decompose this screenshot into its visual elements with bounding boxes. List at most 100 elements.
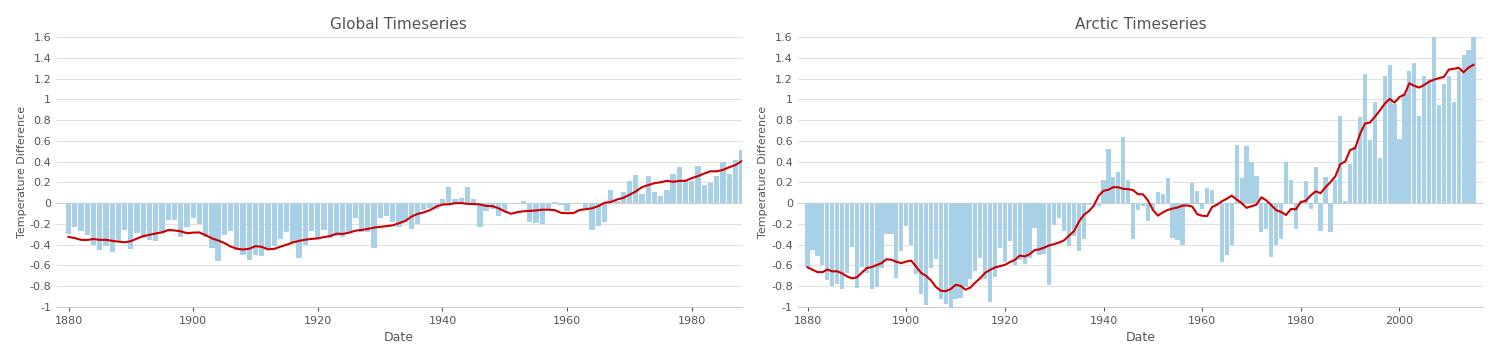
- Bar: [682, 180, 688, 203]
- Bar: [1210, 190, 1214, 203]
- Bar: [141, 203, 146, 238]
- Bar: [334, 203, 339, 236]
- Bar: [1120, 136, 1125, 203]
- Bar: [390, 203, 396, 222]
- Bar: [465, 187, 470, 203]
- Bar: [982, 203, 987, 279]
- Bar: [1372, 103, 1377, 203]
- Bar: [291, 203, 296, 243]
- Y-axis label: Temperature Difference: Temperature Difference: [16, 106, 27, 238]
- Bar: [1032, 203, 1036, 228]
- Bar: [266, 203, 270, 249]
- Bar: [1107, 149, 1110, 203]
- Bar: [688, 181, 694, 203]
- Bar: [1038, 203, 1041, 255]
- Bar: [1215, 203, 1219, 206]
- Bar: [1161, 193, 1166, 203]
- Bar: [1086, 203, 1090, 205]
- Bar: [1126, 180, 1131, 203]
- Bar: [1304, 181, 1308, 203]
- Bar: [904, 203, 909, 226]
- Bar: [1008, 203, 1013, 242]
- Bar: [309, 203, 315, 231]
- Bar: [453, 199, 458, 203]
- Bar: [1142, 203, 1144, 206]
- Bar: [1318, 203, 1323, 231]
- Bar: [1155, 192, 1160, 203]
- Bar: [402, 203, 408, 222]
- Bar: [1358, 117, 1362, 203]
- Bar: [1176, 203, 1179, 240]
- Bar: [615, 201, 620, 203]
- Bar: [546, 203, 550, 209]
- Bar: [988, 203, 992, 301]
- Bar: [234, 203, 240, 250]
- Bar: [159, 203, 165, 233]
- Bar: [1166, 178, 1170, 203]
- Bar: [408, 203, 414, 229]
- Bar: [801, 143, 807, 203]
- Bar: [346, 203, 351, 233]
- Bar: [909, 203, 914, 244]
- Bar: [135, 203, 140, 233]
- Bar: [928, 203, 933, 268]
- Bar: [1284, 161, 1288, 203]
- Bar: [870, 203, 874, 289]
- Bar: [564, 203, 570, 211]
- Bar: [303, 203, 307, 244]
- Bar: [1062, 203, 1066, 231]
- Bar: [321, 203, 327, 230]
- Bar: [696, 166, 700, 203]
- Bar: [914, 203, 918, 274]
- Bar: [1204, 188, 1209, 203]
- Bar: [670, 174, 676, 203]
- Bar: [1334, 180, 1338, 203]
- Bar: [284, 203, 290, 232]
- Bar: [209, 203, 214, 248]
- Bar: [1461, 55, 1466, 203]
- Bar: [1101, 180, 1106, 203]
- Bar: [1364, 74, 1366, 203]
- Bar: [833, 144, 839, 203]
- Bar: [552, 202, 558, 203]
- Bar: [1254, 176, 1258, 203]
- Bar: [1288, 180, 1293, 203]
- Bar: [908, 115, 912, 203]
- Bar: [1329, 203, 1332, 232]
- Bar: [890, 203, 894, 234]
- Bar: [1338, 116, 1342, 203]
- Bar: [810, 203, 814, 250]
- Bar: [1047, 203, 1052, 285]
- Bar: [924, 203, 928, 305]
- Bar: [825, 203, 830, 280]
- Bar: [840, 203, 844, 289]
- Bar: [752, 165, 758, 203]
- Bar: [483, 203, 489, 211]
- Title: Arctic Timeseries: Arctic Timeseries: [1074, 17, 1206, 32]
- Bar: [807, 151, 813, 203]
- Bar: [777, 144, 782, 203]
- Bar: [1170, 203, 1174, 238]
- Bar: [633, 175, 639, 203]
- Bar: [621, 192, 626, 203]
- Bar: [1260, 203, 1263, 232]
- Bar: [1146, 203, 1150, 221]
- Bar: [827, 144, 831, 203]
- Bar: [746, 167, 750, 203]
- Bar: [963, 203, 968, 287]
- Bar: [352, 203, 358, 218]
- Bar: [584, 203, 588, 209]
- Bar: [821, 152, 825, 203]
- Bar: [864, 203, 868, 273]
- Bar: [153, 203, 159, 242]
- Bar: [1412, 63, 1416, 203]
- Bar: [993, 203, 998, 277]
- Bar: [178, 203, 183, 237]
- Bar: [503, 203, 507, 211]
- Bar: [1116, 172, 1120, 203]
- Bar: [1432, 32, 1436, 203]
- Bar: [1180, 203, 1185, 244]
- Bar: [1377, 158, 1382, 203]
- Bar: [172, 203, 177, 219]
- Bar: [1058, 203, 1060, 218]
